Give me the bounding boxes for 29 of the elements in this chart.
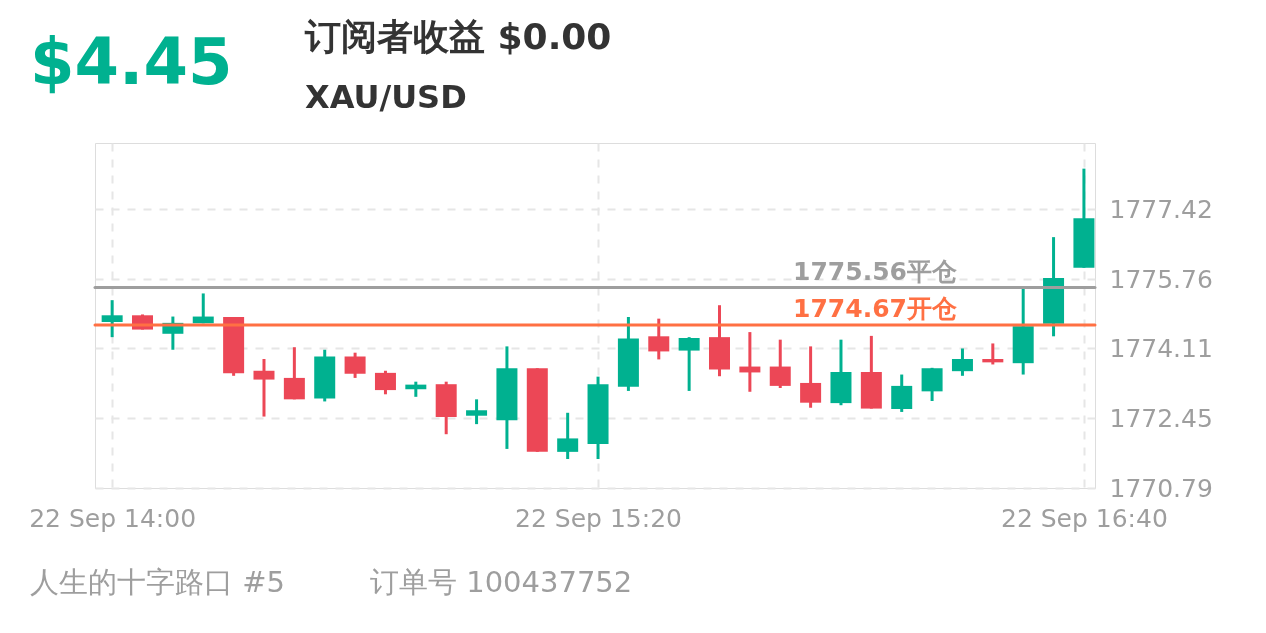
text: $4.45 [30, 25, 233, 99]
chart-subtitle: XAU/USD [305, 78, 467, 116]
y-tick-label: 1774.11 [1109, 333, 1213, 363]
x-tick-label: 22 Sep 14:00 [29, 503, 197, 533]
candlestick [891, 374, 913, 412]
y-tick-label: 1777.42 [1109, 194, 1213, 224]
candlestick [557, 411, 579, 459]
y-tick-label: 1772.45 [1109, 403, 1213, 433]
y-tick-label: 1775.76 [1109, 264, 1213, 294]
text: 人生的十字路口 #5 [30, 565, 285, 599]
text: 订单号 100437752 [370, 565, 633, 599]
candlestick [800, 346, 822, 408]
ref-line-label: 1774.67开仓 [793, 293, 957, 323]
x-tick-label: 22 Sep 15:20 [515, 503, 682, 533]
candlestick [253, 358, 275, 417]
candlestick [678, 337, 700, 391]
x-tick-label: 22 Sep 16:40 [1000, 503, 1168, 533]
ref-line-label: 1775.56平仓 [793, 256, 957, 286]
candlestick [283, 347, 305, 400]
y-tick-label: 1770.79 [1109, 473, 1213, 503]
candlestick [344, 352, 366, 378]
candlestick [921, 366, 943, 402]
chart-title: 订阅者收益 $0.00 [304, 16, 612, 57]
candlestick [374, 369, 396, 395]
candlestick [648, 318, 670, 360]
candlestick [951, 348, 973, 376]
candlestick [101, 300, 123, 339]
candlestick [769, 339, 791, 388]
candlestick [466, 399, 488, 426]
